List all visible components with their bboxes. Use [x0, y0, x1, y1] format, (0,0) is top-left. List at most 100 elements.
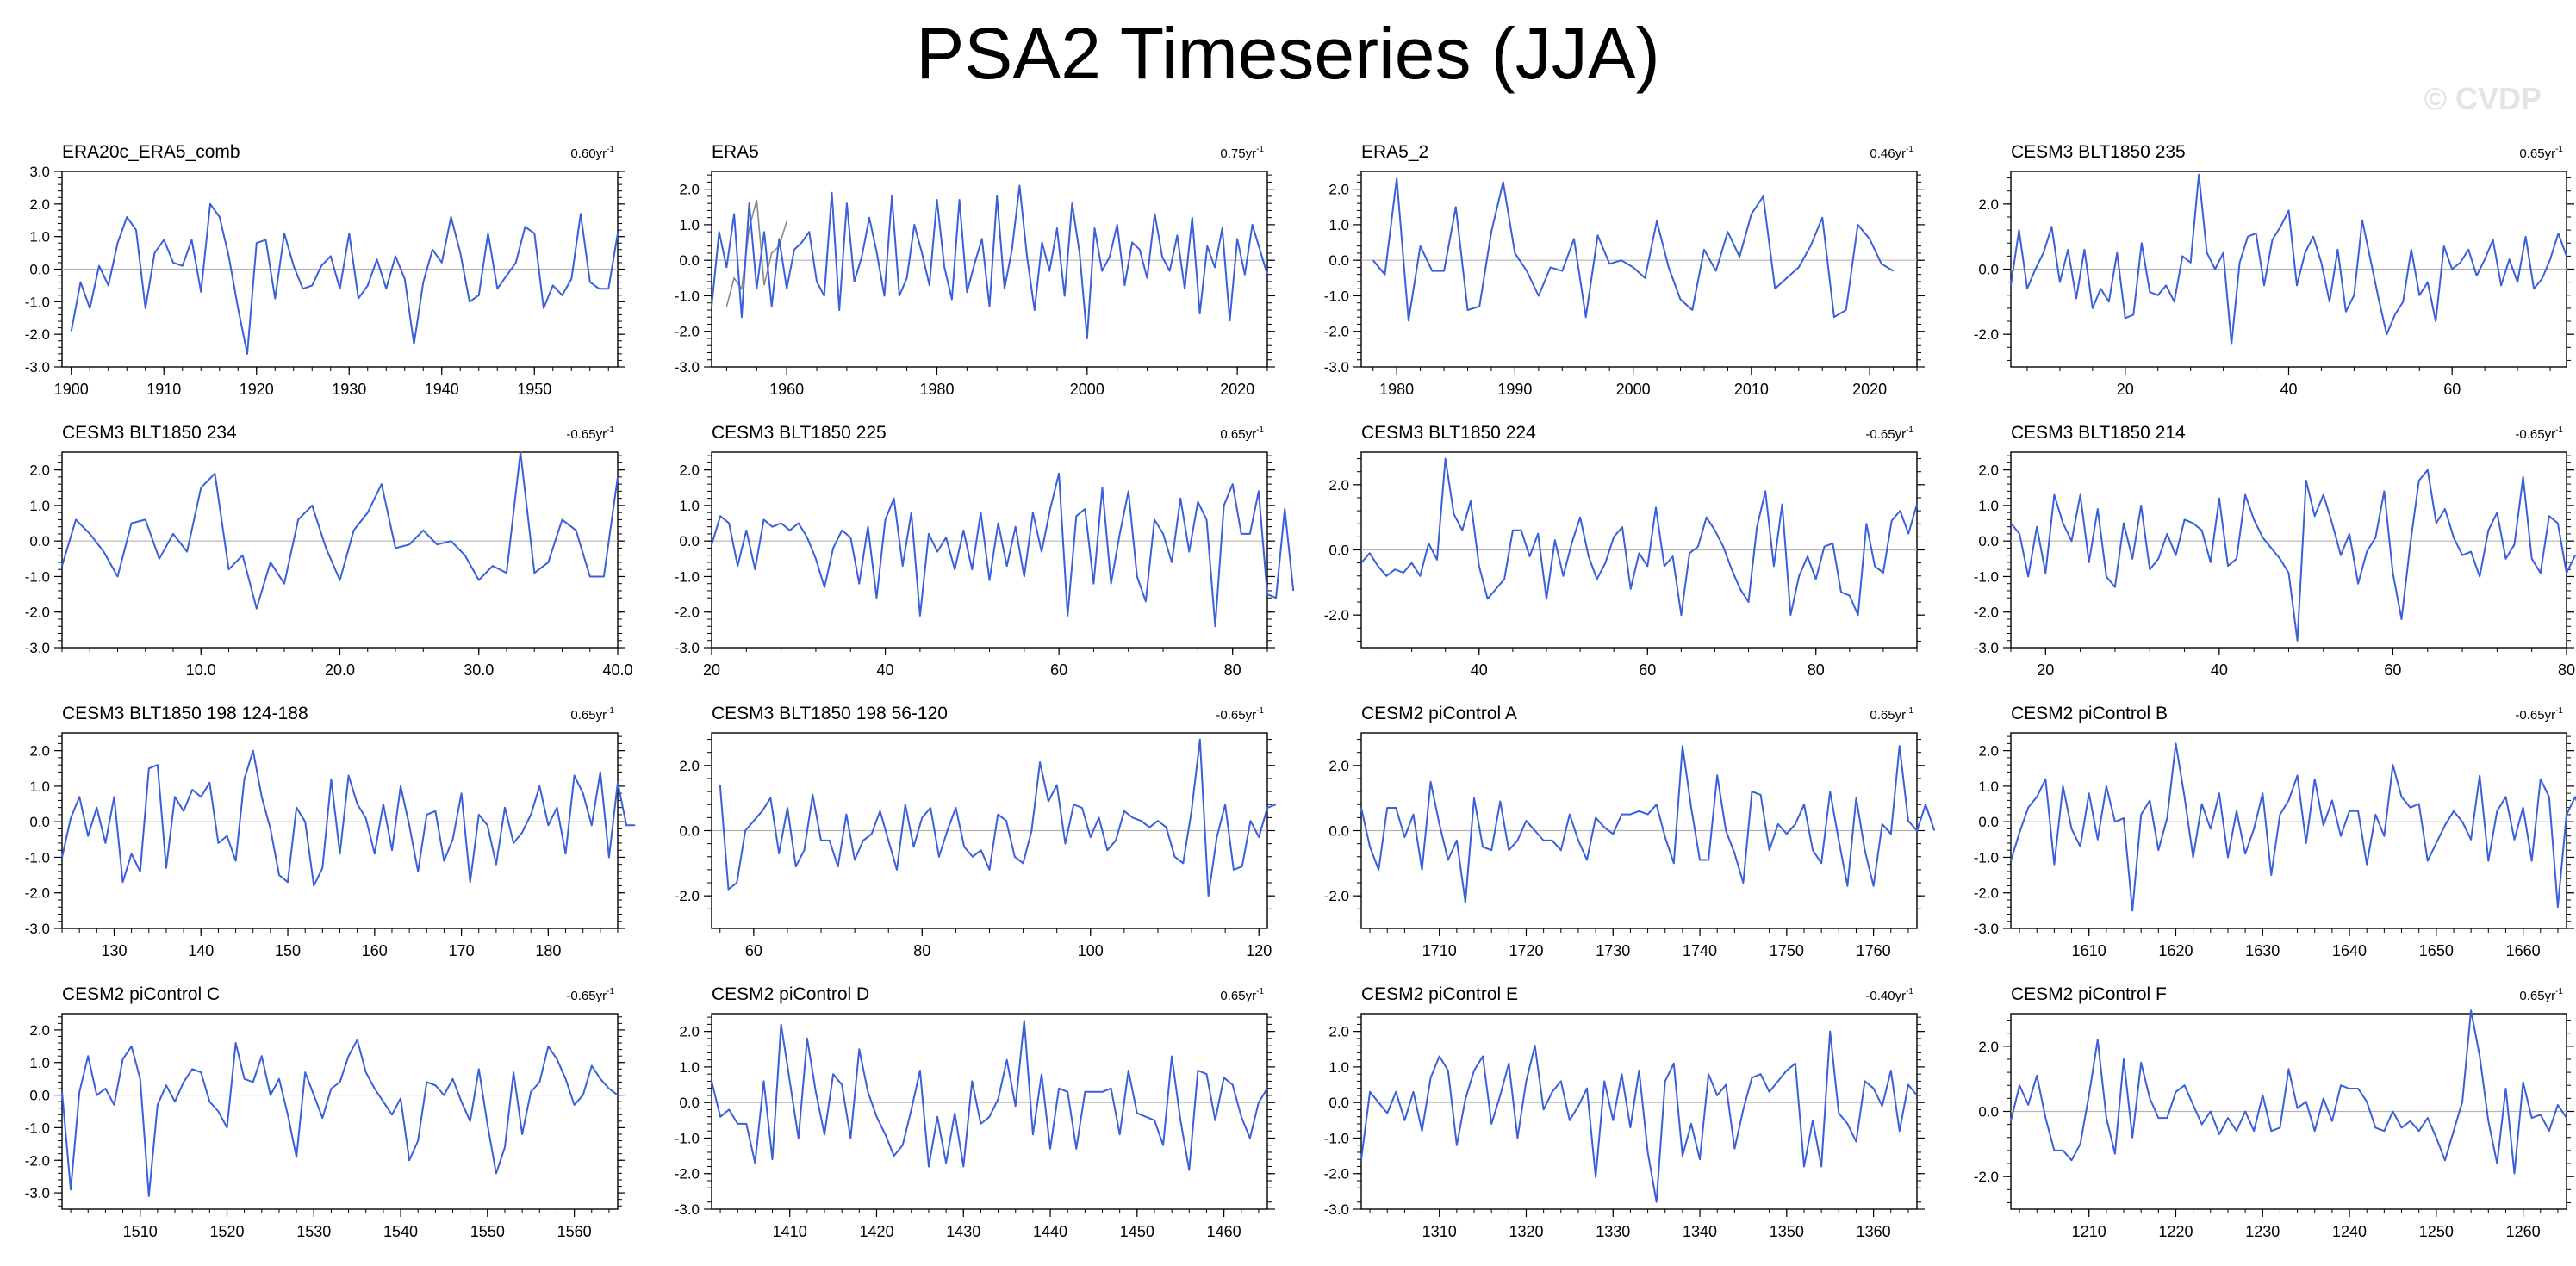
x-tick-label: 2010 [1734, 381, 1769, 398]
x-tick-label: 1720 [1509, 942, 1543, 959]
chart-panel: ERA5_2 0.46yr-1 -3.0 -2.0 -1.0 0.0 1.0 2.0 1980 1… [1324, 142, 1925, 398]
x-tick-label: 20 [2117, 381, 2134, 398]
trend-label: -0.65yr-1 [2515, 425, 2563, 442]
chart-panel: CESM2 piControl A 0.65yr-1 -2.0 0.0 2.0 1710 1… [1324, 704, 1936, 959]
y-tick-label: -3.0 [25, 921, 50, 937]
x-tick-label: 1230 [2245, 1223, 2280, 1240]
x-tick-label: 1410 [773, 1223, 807, 1240]
series-line [2010, 173, 2567, 345]
y-tick-label: 1.0 [29, 779, 50, 795]
y-tick-label: 0.0 [679, 1095, 700, 1111]
panel-title: CESM2 piControl D [712, 984, 869, 1004]
series-line [61, 451, 619, 610]
y-tick-label: -1.0 [1324, 288, 1349, 304]
x-tick-label: 1340 [1683, 1223, 1717, 1240]
page-title: PSA2 Timeseries (JJA) [916, 13, 1660, 94]
trend-label: -0.65yr-1 [1865, 425, 1913, 442]
x-tick-label: 150 [275, 942, 301, 959]
x-tick-label: 1940 [425, 381, 459, 398]
series-line [61, 749, 636, 887]
y-tick-label: 2.0 [1978, 743, 1999, 760]
y-tick-label: 1.0 [1328, 1059, 1349, 1076]
overlay-series-line [725, 199, 787, 307]
y-tick-label: -2.0 [1974, 885, 1999, 902]
y-tick-label: -2.0 [675, 888, 700, 904]
panel-title: ERA5_2 [1361, 142, 1428, 162]
y-tick-label: 2.0 [1978, 1039, 1999, 1055]
x-tick-label: 1740 [1683, 942, 1717, 959]
x-tick-label: 1930 [332, 381, 366, 398]
x-tick-label: 1210 [2072, 1223, 2106, 1240]
trend-label: 0.65yr-1 [1220, 425, 1264, 442]
y-tick-label: 1.0 [679, 217, 700, 233]
y-tick-label: 0.0 [1328, 1095, 1349, 1111]
x-tick-label: 1440 [1033, 1223, 1067, 1240]
chart-panel: ERA20c_ERA5_comb 0.60yr-1 -3.0 -2.0 -1.0 0.0 1… [25, 142, 625, 398]
cvdp-watermark: © CVDP [2424, 81, 2542, 116]
x-tick-label: 1560 [557, 1223, 592, 1240]
x-tick-label: 1540 [383, 1223, 418, 1240]
y-tick-label: -3.0 [1974, 921, 1999, 937]
x-tick-label: 1730 [1596, 942, 1630, 959]
x-tick-label: 20 [703, 661, 720, 679]
y-tick-label: -1.0 [1974, 849, 1999, 866]
y-tick-label: 2.0 [1978, 462, 1999, 479]
y-tick-label: -1.0 [675, 568, 700, 585]
chart-panel: CESM2 piControl C -0.65yr-1 -3.0 -2.0 -1.0 0.… [25, 984, 625, 1240]
x-tick-label: 1710 [1422, 942, 1457, 959]
x-tick-label: 1360 [1857, 1223, 1891, 1240]
x-tick-label: 1950 [517, 381, 551, 398]
x-tick-label: 1650 [2419, 942, 2454, 959]
plot-frame [61, 732, 619, 929]
panel-title: CESM2 piControl E [1361, 984, 1518, 1004]
x-tick-label: 130 [101, 942, 127, 959]
chart-panel: CESM2 piControl E -0.40yr-1 -3.0 -2.0 -1.0 0.… [1324, 984, 1925, 1240]
x-tick-label: 80 [1224, 661, 1241, 679]
y-tick-label: -2.0 [675, 324, 700, 340]
x-tick-label: 1630 [2245, 942, 2280, 959]
plot-frame [1360, 1013, 1918, 1210]
y-tick-label: -2.0 [1324, 888, 1349, 904]
series-line [70, 202, 619, 355]
panel-title: CESM3 BLT1850 198 124-188 [62, 704, 308, 723]
series-line [1360, 457, 1918, 617]
trend-label: 0.65yr-1 [570, 706, 614, 723]
y-tick-label: 2.0 [29, 196, 50, 213]
x-tick-label: 1760 [1857, 942, 1891, 959]
plot-frame [1360, 171, 1918, 368]
x-tick-label: 60 [2384, 661, 2401, 679]
x-tick-label: 1620 [2158, 942, 2193, 959]
trend-label: -0.65yr-1 [1216, 706, 1264, 723]
plot-frame [2010, 451, 2567, 649]
x-tick-label: 60 [1050, 661, 1067, 679]
y-tick-label: 2.0 [1328, 182, 1349, 198]
y-tick-label: -3.0 [25, 640, 50, 656]
panel-title: CESM3 BLT1850 224 [1361, 423, 1536, 443]
y-tick-label: 1.0 [679, 498, 700, 514]
x-tick-label: 20.0 [325, 661, 355, 679]
chart-panel: CESM2 piControl D 0.65yr-1 -3.0 -2.0 -1.0 0.0… [675, 984, 1275, 1240]
x-tick-label: 160 [362, 942, 388, 959]
plot-frame [711, 171, 1268, 368]
plot-frame [711, 1013, 1268, 1210]
x-tick-label: 20 [2037, 661, 2054, 679]
series-line [711, 1020, 1268, 1171]
y-tick-label: 0.0 [1328, 823, 1349, 840]
x-tick-label: 1420 [859, 1223, 893, 1240]
x-tick-label: 180 [535, 942, 561, 959]
y-tick-label: 0.0 [679, 823, 700, 840]
chart-panel: CESM2 piControl B -0.65yr-1 -3.0 -2.0 -1.0 0.… [1974, 704, 2576, 959]
series-line [2010, 469, 2576, 642]
x-tick-label: 60 [2443, 381, 2461, 398]
panel-title: CESM3 BLT1850 234 [62, 423, 237, 443]
x-tick-label: 40 [877, 661, 894, 679]
x-tick-label: 1610 [2072, 942, 2106, 959]
y-tick-label: 2.0 [29, 743, 50, 760]
y-tick-label: -3.0 [675, 359, 700, 375]
x-tick-label: 10.0 [186, 661, 216, 679]
y-tick-label: 1.0 [1328, 217, 1349, 233]
y-tick-label: 1.0 [29, 1055, 50, 1071]
y-tick-label: -2.0 [1324, 1166, 1349, 1182]
y-tick-label: -1.0 [25, 849, 50, 866]
